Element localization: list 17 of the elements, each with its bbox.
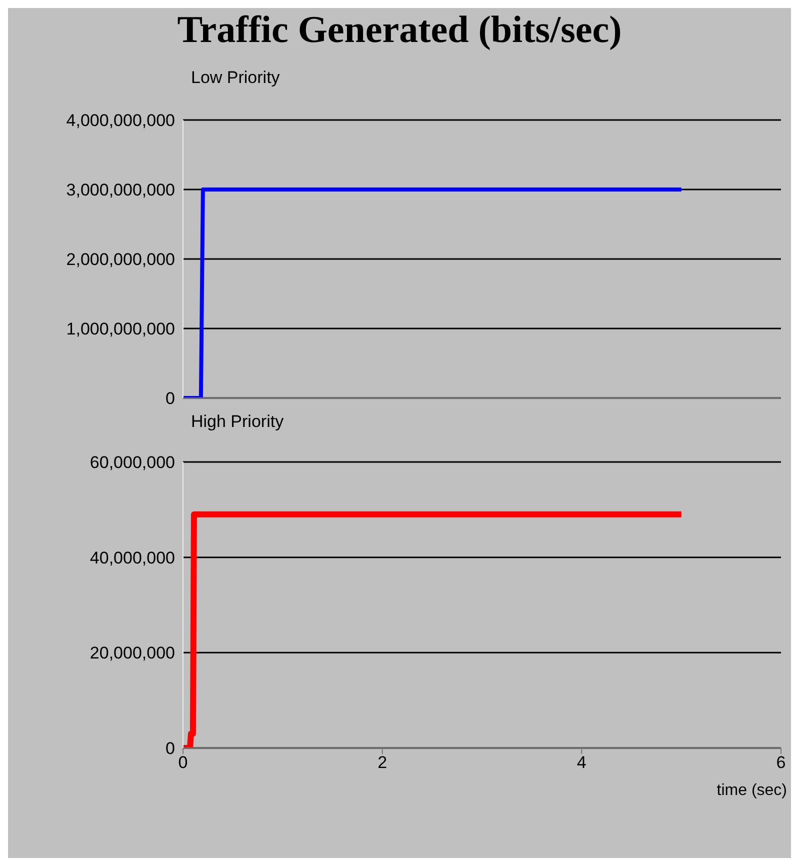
x-tick-label: 0 <box>178 753 188 772</box>
x-tick-label: 2 <box>378 753 388 772</box>
y-tick-label: 0 <box>166 739 175 758</box>
y-tick-label: 1,000,000,000 <box>66 320 175 339</box>
chart-title: Traffic Generated (bits/sec) <box>176 8 623 53</box>
x-axis-title: time (sec) <box>716 782 788 800</box>
x-tick-label: 4 <box>576 753 586 772</box>
y-tick-label: 2,000,000,000 <box>66 250 175 270</box>
y-tick-label: 60,000,000 <box>90 453 175 472</box>
chart-subtitle: High Priority <box>191 412 285 433</box>
y-tick-label: 40,000,000 <box>90 548 175 568</box>
y-tick-label: 4,000,000,000 <box>66 111 175 130</box>
y-tick-label: 3,000,000,000 <box>66 180 175 200</box>
chart-subtitle: Low Priority <box>191 68 281 89</box>
y-tick-label: 20,000,000 <box>90 644 175 663</box>
y-tick-label: 0 <box>166 389 175 408</box>
x-tick-label: 6 <box>776 753 786 772</box>
